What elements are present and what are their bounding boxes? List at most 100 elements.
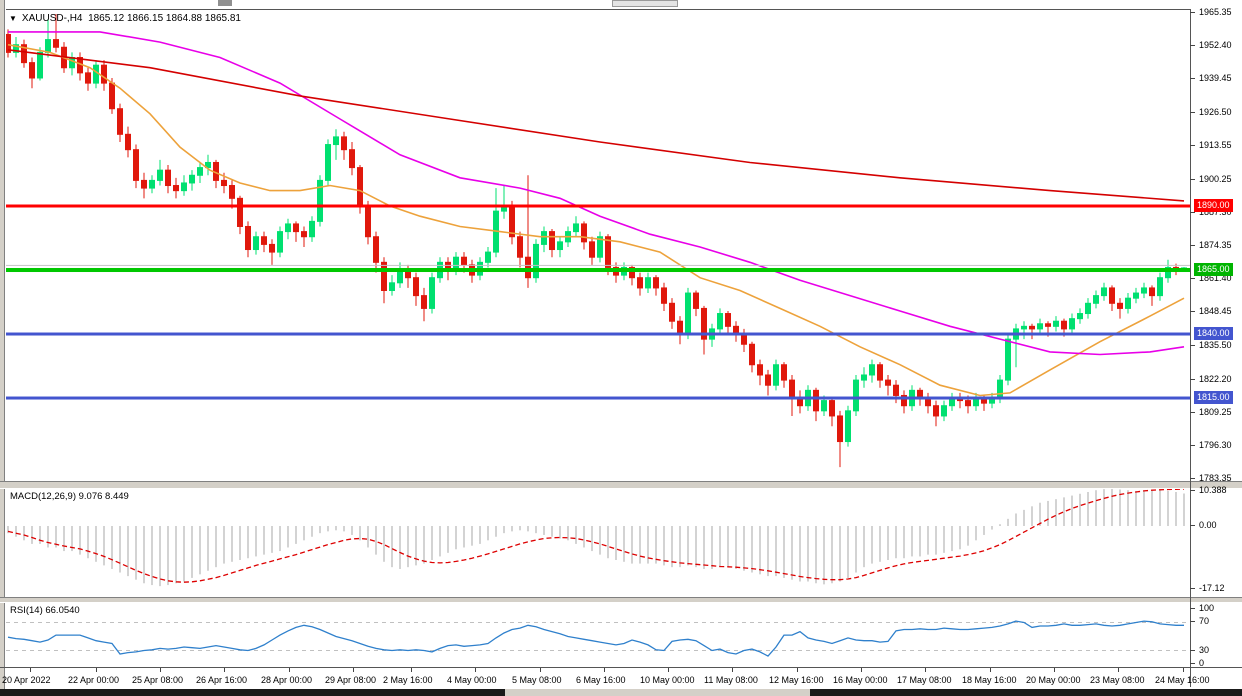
price-axis-tick [1190, 278, 1195, 280]
time-axis-label: 25 Apr 08:00 [132, 675, 184, 685]
macd-histogram-bar [479, 526, 481, 544]
macd-histogram-bar [1039, 502, 1041, 526]
macd-histogram-bar [207, 526, 209, 571]
macd-histogram-bar [351, 526, 353, 535]
macd-histogram-bar [527, 526, 529, 532]
price-axis-tick [1190, 144, 1195, 146]
candle-bull [1037, 323, 1043, 330]
candle-bull [37, 51, 43, 79]
candle-bear [813, 389, 819, 412]
candle-bull [1093, 295, 1099, 304]
macd-histogram-bar [919, 526, 921, 557]
macd-histogram-bar [967, 526, 969, 546]
macd-histogram-bar [511, 526, 513, 532]
macd-histogram-bar [279, 526, 281, 552]
price-axis-tick [1190, 178, 1195, 180]
price-axis[interactable]: 1965.35 1952.40 1939.45 1926.50 1913.55 1900.… [1190, 0, 1242, 483]
macd-histogram-bar [903, 526, 905, 559]
time-axis-label: 28 Apr 00:00 [261, 675, 313, 685]
macd-histogram-bar [583, 526, 585, 548]
macd-histogram-bar [615, 526, 617, 561]
macd-histogram-bar [423, 526, 425, 564]
price-axis-label: 1900.25 [1199, 173, 1232, 184]
macd-histogram-bar [679, 526, 681, 568]
panel-splitter-rsi[interactable] [0, 597, 1242, 603]
price-axis-label: 1926.50 [1199, 106, 1232, 117]
candle-bear [757, 364, 763, 376]
price-level-badge: 1865.00 [1194, 262, 1233, 276]
time-axis-label: 5 May 08:00 [512, 675, 562, 685]
candle-bear [677, 320, 683, 335]
macd-histogram-bar [1007, 518, 1009, 526]
candle-bull [13, 44, 19, 53]
collapse-triangle-icon[interactable]: ▼ [9, 14, 17, 23]
rsi-axis-tick [1190, 608, 1195, 609]
price-axis-label: 1796.30 [1199, 439, 1232, 450]
panel-splitter-macd[interactable] [0, 481, 1242, 489]
candle-bull [869, 364, 875, 376]
macd-histogram-bar [647, 526, 649, 564]
candle-bear [365, 205, 371, 238]
macd-histogram-bar [1151, 490, 1153, 526]
time-axis-tick [1118, 668, 1119, 672]
macd-axis-tick [1190, 588, 1195, 589]
candle-bear [549, 231, 555, 251]
chart-title: ▼ XAUUSD-,H4 1865.12 1866.15 1864.88 1865… [9, 13, 241, 24]
time-axis-tick [797, 668, 798, 672]
macd-axis[interactable]: 10.388 0.00 -17.12 [1190, 481, 1242, 597]
price-axis-label: 1939.45 [1199, 73, 1232, 84]
rsi-canvas[interactable] [6, 603, 1190, 667]
macd-canvas[interactable] [6, 489, 1190, 597]
macd-histogram-bar [1087, 491, 1089, 526]
candle-bear [221, 179, 227, 187]
macd-histogram-bar [959, 526, 961, 550]
macd-indicator-label: MACD(12,26,9) 9.076 8.449 [10, 491, 129, 502]
candle-bear [525, 256, 531, 279]
macd-histogram-bar [23, 526, 25, 541]
candle-bull [1021, 325, 1027, 330]
candle-bull [1069, 318, 1075, 330]
time-axis-tick [475, 668, 476, 672]
macd-histogram-bar [7, 526, 9, 534]
candle-bull [1077, 313, 1083, 320]
macd-histogram-bar [1031, 506, 1033, 526]
candle-bear [357, 167, 363, 207]
macd-histogram-bar [551, 526, 553, 537]
candle-bear [1109, 287, 1115, 304]
candle-bear [133, 149, 139, 181]
macd-histogram-bar [175, 526, 177, 584]
candle-bear [269, 243, 275, 253]
time-axis[interactable]: 20 Apr 2022 22 Apr 00:00 25 Apr 08:00 26 Ap… [0, 667, 1242, 690]
price-axis-label: 1848.45 [1199, 306, 1232, 317]
price-chart-canvas[interactable] [6, 10, 1190, 482]
candle-bull [253, 236, 259, 251]
time-axis-label: 26 Apr 16:00 [196, 675, 248, 685]
macd-axis-tick [1190, 525, 1195, 526]
candle-bull [277, 231, 283, 253]
price-axis-tick [1190, 45, 1195, 47]
candle-bull [1157, 277, 1163, 297]
macd-histogram-bar [359, 526, 361, 541]
rsi-line [7, 620, 1184, 657]
time-axis-tick [224, 668, 225, 672]
macd-histogram-bar [71, 526, 73, 552]
rsi-axis[interactable]: 100 70 30 0 [1190, 597, 1242, 668]
candle-bull [93, 64, 99, 84]
time-axis-tick [668, 668, 669, 672]
price-axis-tick [1190, 444, 1195, 446]
rsi-panel[interactable] [6, 603, 1190, 668]
macd-histogram-bar [199, 526, 201, 575]
time-axis-tick [411, 668, 412, 672]
rsi-axis-tick [1190, 621, 1195, 622]
macd-histogram-bar [847, 526, 849, 578]
macd-histogram-bar [1183, 493, 1185, 526]
support-1840-hline [6, 332, 1190, 336]
macd-histogram-bar [559, 526, 561, 539]
top-chrome-scrollbar-fragment[interactable] [612, 0, 678, 7]
price-chart-panel[interactable] [6, 9, 1190, 482]
candle-bear [741, 333, 747, 345]
macd-panel[interactable] [6, 489, 1190, 597]
macd-histogram-bar [719, 526, 721, 568]
candle-bull [157, 169, 163, 181]
